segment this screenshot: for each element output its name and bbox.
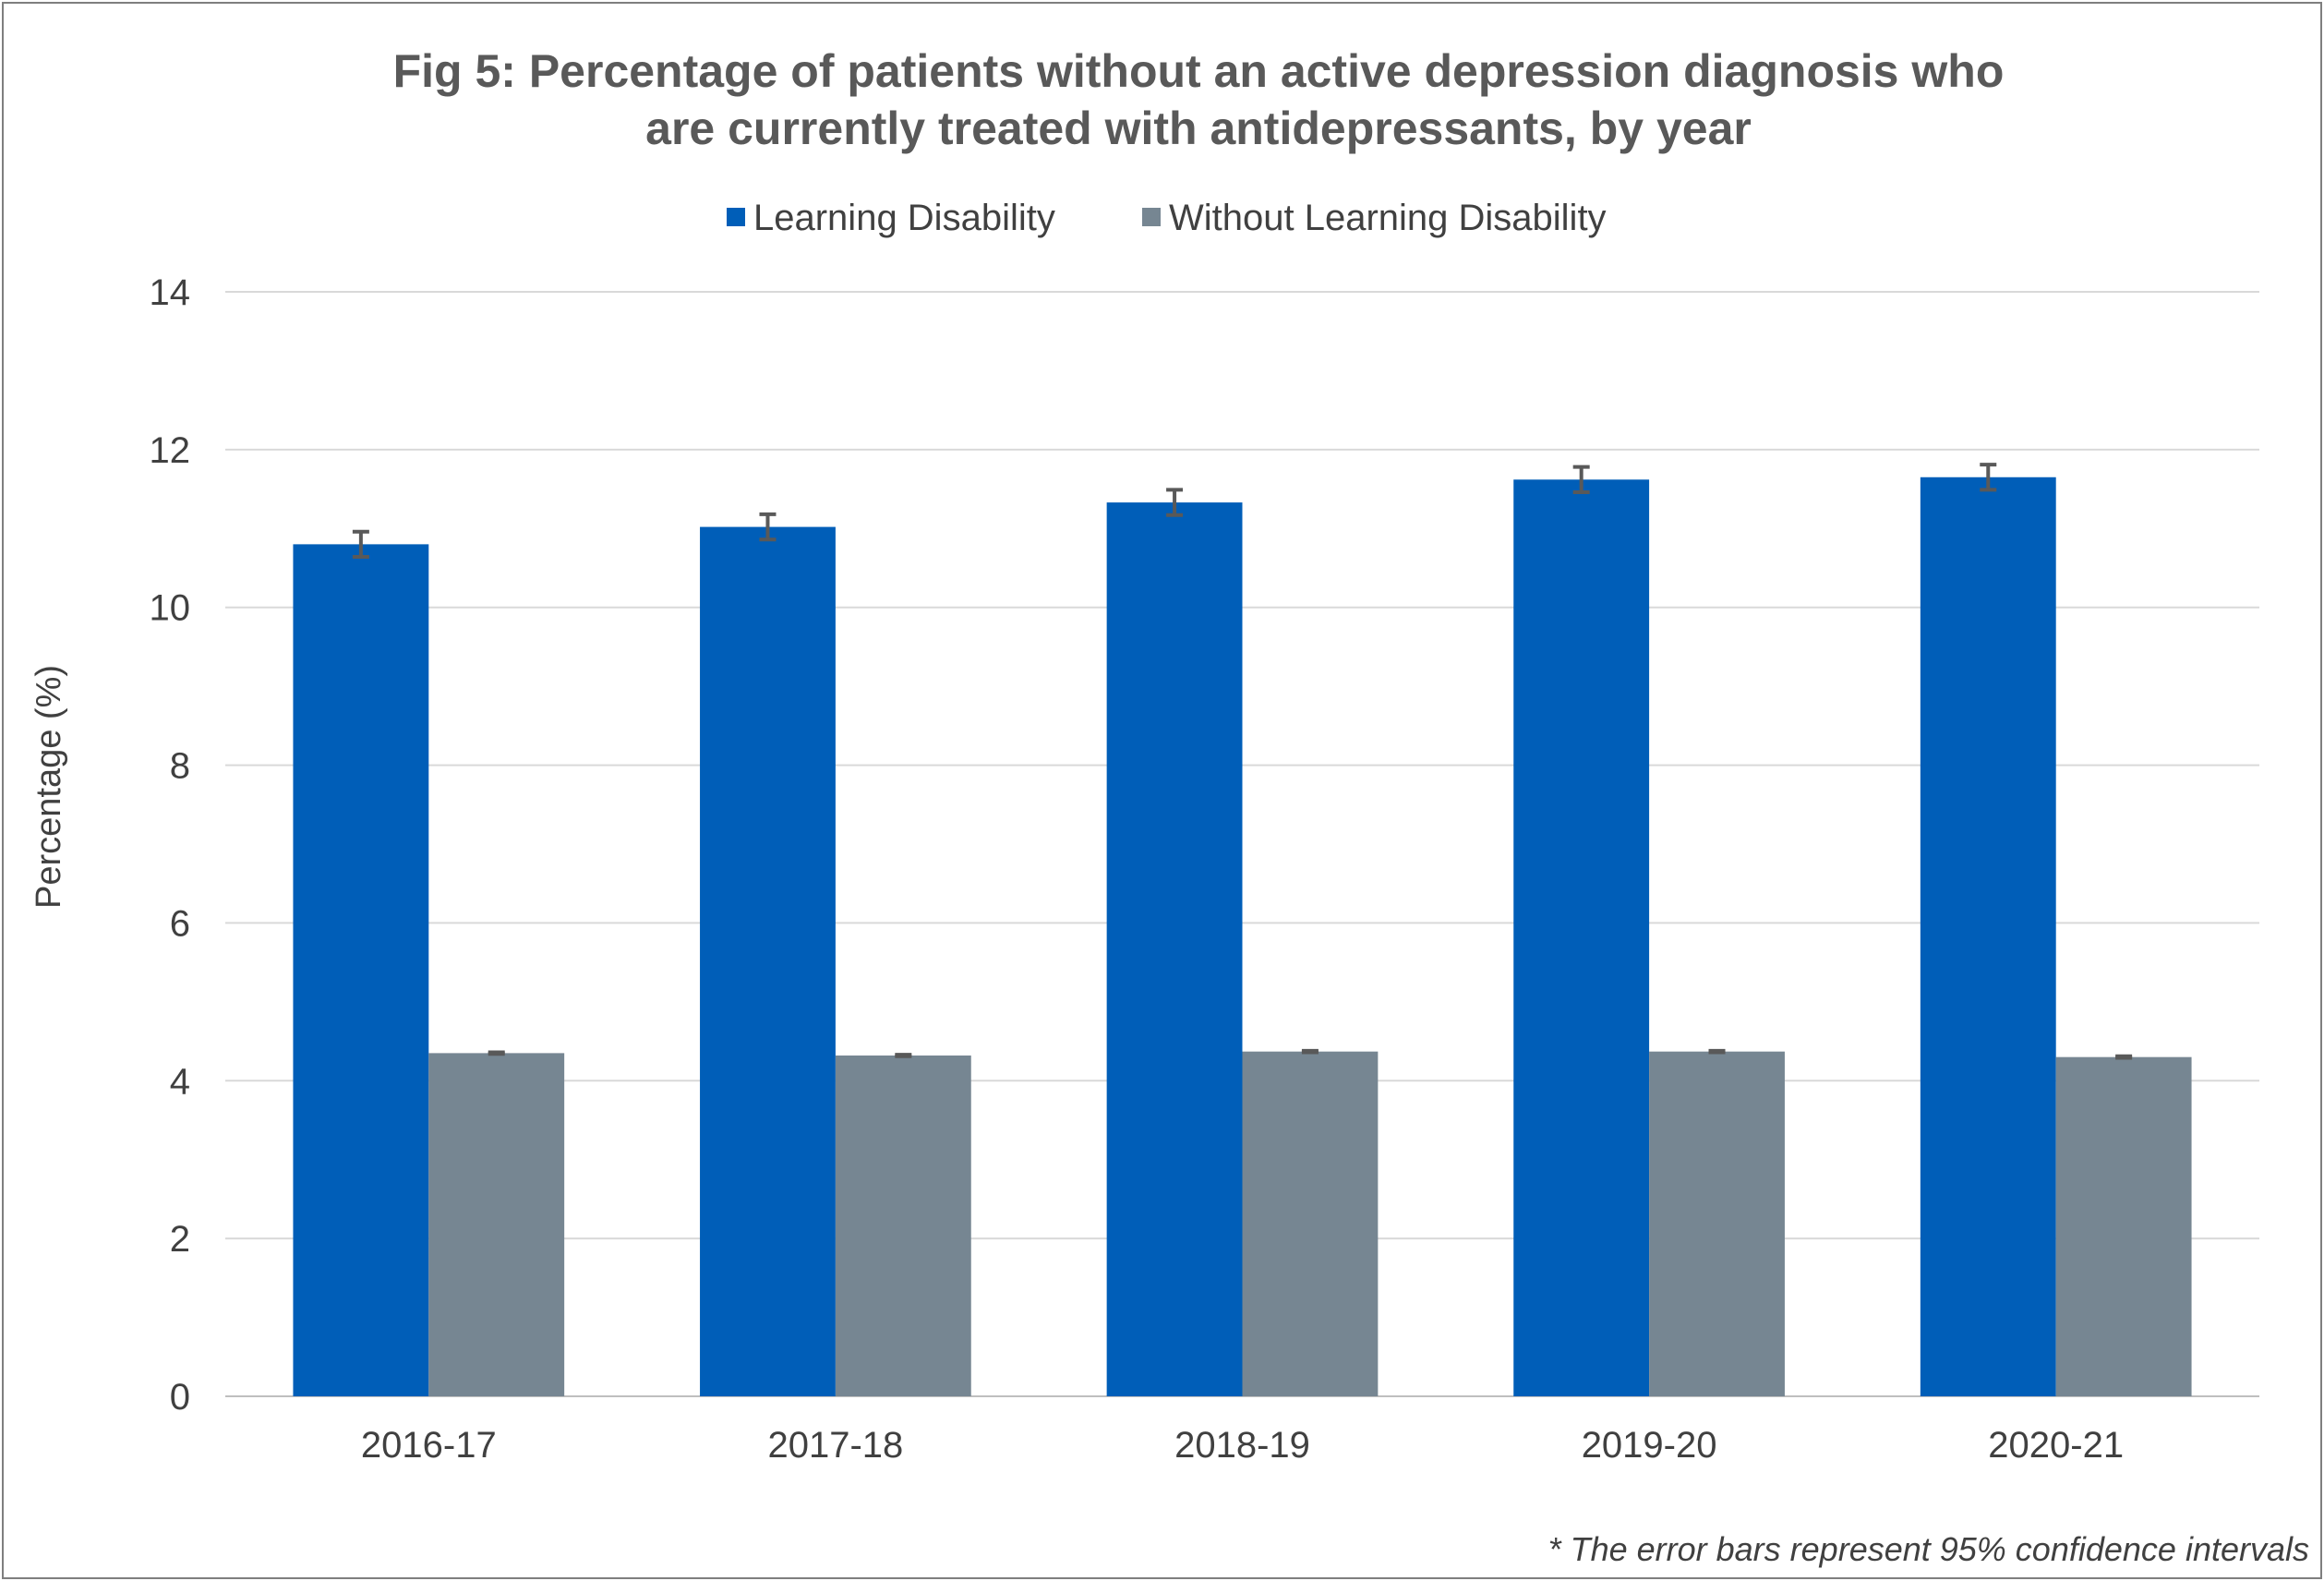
y-tick-label: 4 bbox=[170, 1061, 190, 1102]
error-bar-without-learning-disability-2016-17 bbox=[488, 1050, 505, 1056]
y-axis-ticks: 0 2 4 6 8 10 12 14 bbox=[150, 272, 191, 1418]
bar-without-learning-disability-2020-21 bbox=[2055, 1056, 2192, 1396]
chart-title-line-1: Fig 5: Percentage of patients without an… bbox=[393, 45, 2005, 97]
x-tick-label: 2018-19 bbox=[1174, 1425, 1310, 1466]
y-tick-label: 14 bbox=[150, 272, 191, 313]
chart-title: Fig 5: Percentage of patients without an… bbox=[393, 45, 2005, 154]
error-bars bbox=[352, 463, 2133, 1060]
error-bar-without-learning-disability-2018-19 bbox=[1301, 1048, 1319, 1055]
error-bar-learning-disability-2016-17 bbox=[352, 529, 369, 560]
x-tick-label: 2019-20 bbox=[1582, 1425, 1717, 1466]
error-bar-without-learning-disability-2019-20 bbox=[1708, 1048, 1726, 1055]
footnote: * The error bars represent 95% confidenc… bbox=[1548, 1530, 2309, 1568]
x-tick-label: 2020-21 bbox=[1988, 1425, 2124, 1466]
y-tick-label: 10 bbox=[150, 588, 191, 629]
legend-label-without-learning-disability: Without Learning Disability bbox=[1169, 198, 1607, 238]
bar-learning-disability-2017-18 bbox=[700, 526, 836, 1396]
bars bbox=[293, 477, 2192, 1396]
bar-without-learning-disability-2016-17 bbox=[428, 1053, 565, 1396]
chart-title-line-2: are currently treated with antidepressan… bbox=[645, 103, 1752, 154]
error-bar-without-learning-disability-2017-18 bbox=[895, 1053, 912, 1058]
bar-without-learning-disability-2018-19 bbox=[1242, 1051, 1379, 1396]
bar-learning-disability-2020-21 bbox=[1920, 477, 2056, 1396]
legend-swatch-learning-disability bbox=[727, 208, 745, 226]
bar-learning-disability-2016-17 bbox=[293, 544, 429, 1396]
y-tick-label: 0 bbox=[170, 1377, 190, 1418]
y-tick-label: 12 bbox=[150, 430, 191, 471]
legend: Learning Disability Without Learning Dis… bbox=[727, 198, 1607, 238]
legend-label-learning-disability: Learning Disability bbox=[753, 198, 1055, 238]
bar-learning-disability-2019-20 bbox=[1513, 479, 1650, 1396]
error-bar-without-learning-disability-2020-21 bbox=[2115, 1054, 2133, 1060]
error-bar-learning-disability-2018-19 bbox=[1166, 488, 1184, 517]
legend-swatch-without-learning-disability bbox=[1142, 208, 1161, 226]
x-tick-label: 2016-17 bbox=[361, 1425, 497, 1466]
bar-without-learning-disability-2017-18 bbox=[835, 1055, 971, 1396]
y-tick-label: 6 bbox=[170, 903, 190, 944]
y-tick-label: 2 bbox=[170, 1219, 190, 1260]
error-bar-learning-disability-2019-20 bbox=[1572, 465, 1590, 494]
error-bar-learning-disability-2020-21 bbox=[1980, 463, 1997, 492]
y-axis-title: Percentage (%) bbox=[30, 665, 68, 909]
y-tick-label: 8 bbox=[170, 746, 190, 787]
bar-without-learning-disability-2019-20 bbox=[1649, 1051, 1785, 1396]
error-bar-learning-disability-2017-18 bbox=[759, 512, 777, 542]
x-tick-label: 2017-18 bbox=[768, 1425, 904, 1466]
x-axis-ticks: 2016-17 2017-18 2018-19 2019-20 2020-21 bbox=[361, 1425, 2124, 1466]
bar-chart: Fig 5: Percentage of patients without an… bbox=[30, 45, 2309, 1568]
bar-learning-disability-2018-19 bbox=[1106, 502, 1243, 1396]
